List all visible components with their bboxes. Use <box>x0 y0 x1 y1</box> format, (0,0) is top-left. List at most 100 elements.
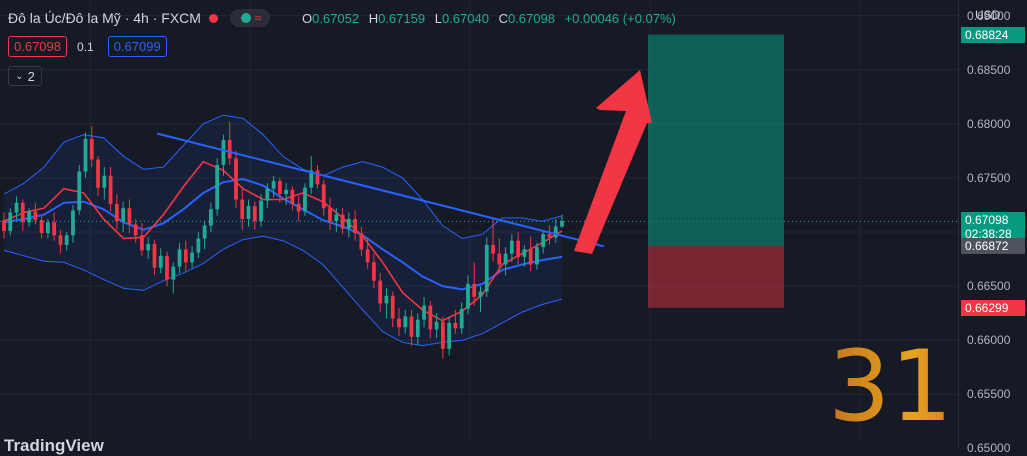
candle-body <box>2 220 6 231</box>
candle <box>277 177 282 203</box>
sell-button[interactable]: 0.67098 <box>8 36 67 57</box>
candle-body <box>227 140 232 159</box>
candle-body <box>71 210 75 236</box>
target-zone <box>648 34 784 246</box>
candle-body <box>121 208 126 222</box>
candle-body <box>547 234 552 238</box>
buy-button[interactable]: 0.67099 <box>107 36 167 57</box>
candle-body <box>384 295 389 304</box>
candle-body <box>372 262 376 281</box>
price-tick: 0.69000 <box>967 8 1011 23</box>
candle-body <box>221 140 226 165</box>
candle <box>102 167 107 200</box>
candle <box>64 232 69 251</box>
indicators-toggle[interactable]: ⌄ 2 <box>8 66 42 86</box>
candle <box>83 132 88 178</box>
candle-body <box>158 255 163 268</box>
candle-body <box>27 211 31 223</box>
indicator-pill[interactable]: ≈ <box>229 9 270 27</box>
candle <box>309 156 314 195</box>
trade-buttons: 0.67098 0.1 0.67099 <box>8 36 167 57</box>
candle <box>227 121 232 165</box>
candle-body <box>503 253 508 265</box>
candle <box>560 214 564 228</box>
candle <box>271 175 276 198</box>
candle <box>265 183 270 209</box>
candle-body <box>353 219 357 234</box>
candle-body <box>259 200 263 222</box>
indicator-count: 2 <box>27 68 35 84</box>
candle-body <box>64 235 69 245</box>
candle-body <box>340 214 345 229</box>
candle <box>121 201 126 232</box>
candle <box>535 242 539 270</box>
candle-body <box>58 235 63 245</box>
candle <box>183 240 188 271</box>
candle-body <box>152 243 157 268</box>
bollinger-bands <box>3 114 563 347</box>
candle-body <box>114 203 119 222</box>
candle <box>108 167 113 212</box>
candle <box>509 234 514 263</box>
candle-body <box>171 266 176 280</box>
candle-body <box>497 253 502 265</box>
candle-body <box>89 138 94 160</box>
entry-price-label: 0.66872 <box>961 237 1025 254</box>
candle <box>146 237 151 260</box>
candle <box>491 219 495 262</box>
candle <box>472 262 477 306</box>
stop-price-label: 0.66299 <box>961 299 1025 316</box>
candle <box>190 246 194 268</box>
candle <box>334 208 339 232</box>
candle <box>390 291 395 328</box>
candle <box>340 208 345 235</box>
candle-body <box>403 316 408 328</box>
candle <box>321 180 326 216</box>
price-tick: 0.66000 <box>967 333 1011 348</box>
candle-body <box>277 181 282 195</box>
lower-band <box>3 235 563 347</box>
candle-body <box>8 212 13 231</box>
candle-body <box>234 158 238 200</box>
candle-body <box>397 318 401 328</box>
candle-body <box>516 240 520 257</box>
candle-body <box>52 222 57 236</box>
candle-body <box>321 184 326 209</box>
candle-body <box>509 240 514 254</box>
price-tick: 0.65500 <box>967 387 1011 402</box>
candle <box>378 273 383 313</box>
candle-body <box>440 321 445 349</box>
candle-body <box>46 222 50 234</box>
candle-body <box>309 170 314 188</box>
candle <box>484 237 489 297</box>
candle-body <box>102 175 107 188</box>
candle <box>440 316 445 359</box>
candle <box>303 183 307 216</box>
high-key: H <box>368 10 379 26</box>
trendline <box>156 132 605 248</box>
candle <box>114 194 119 230</box>
low-key: L <box>434 10 442 26</box>
candle-body <box>39 220 44 234</box>
symbol-title[interactable]: Đô la Úc/Đô la Mỹ · 4h · FXCM <box>8 10 201 26</box>
candle-body <box>553 226 558 238</box>
candle-body <box>491 244 495 254</box>
candle-body <box>541 234 546 248</box>
candle-body <box>359 233 364 250</box>
price-scale[interactable]: USD 0.690000.685000.680000.675000.670000… <box>958 0 1027 455</box>
candle <box>453 309 458 334</box>
candle <box>284 183 289 205</box>
currency-selector[interactable]: USD <box>975 8 1001 22</box>
open-value: 0.67052 <box>312 10 360 26</box>
candle <box>516 232 520 265</box>
candle-body <box>284 189 289 195</box>
candle-body <box>472 283 477 297</box>
candle <box>384 288 389 319</box>
price-tick: 0.65000 <box>967 441 1011 456</box>
price-tick: 0.68000 <box>967 116 1011 131</box>
open-key: O <box>301 10 313 26</box>
candle <box>8 208 13 236</box>
candle-body <box>215 164 220 210</box>
candle <box>209 202 213 232</box>
